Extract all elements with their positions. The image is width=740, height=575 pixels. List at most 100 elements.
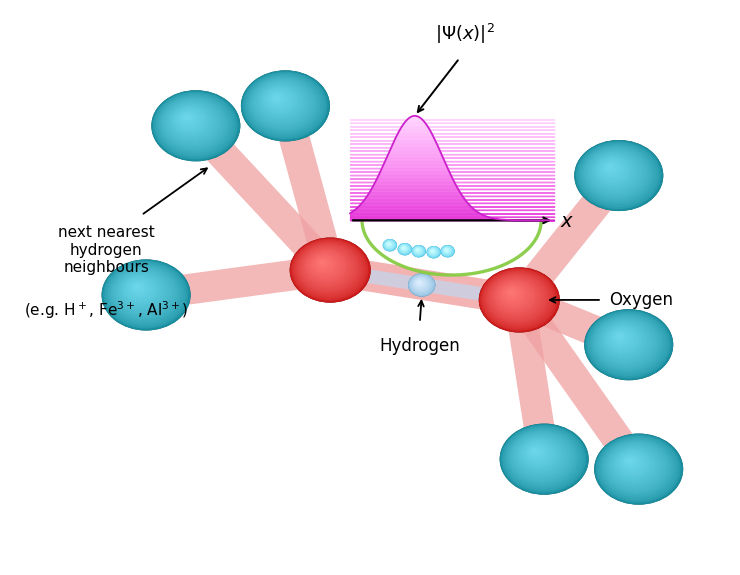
Ellipse shape [431,250,435,253]
Ellipse shape [595,156,631,185]
Ellipse shape [444,248,449,252]
Ellipse shape [386,242,393,248]
Ellipse shape [262,86,297,115]
Ellipse shape [585,310,673,380]
Ellipse shape [623,455,639,468]
Ellipse shape [307,251,343,280]
Ellipse shape [608,444,663,488]
Ellipse shape [502,285,524,303]
Ellipse shape [387,243,391,246]
Ellipse shape [516,436,564,474]
Ellipse shape [429,248,437,255]
Ellipse shape [403,247,404,248]
Text: next nearest
hydrogen
neighbours: next nearest hydrogen neighbours [58,225,155,275]
Ellipse shape [599,159,626,181]
Text: $|\Psi(x)|^2$: $|\Psi(x)|^2$ [434,22,494,46]
Ellipse shape [502,426,585,492]
Ellipse shape [612,447,656,482]
Ellipse shape [388,243,389,245]
Ellipse shape [130,282,147,294]
Ellipse shape [511,432,571,480]
Ellipse shape [517,438,561,472]
Ellipse shape [575,141,662,210]
Ellipse shape [495,280,535,312]
Ellipse shape [428,248,437,255]
Ellipse shape [592,154,636,189]
Ellipse shape [618,335,622,338]
Ellipse shape [158,95,230,153]
Ellipse shape [275,96,278,99]
Ellipse shape [608,166,611,169]
Ellipse shape [605,163,616,172]
Ellipse shape [171,105,210,137]
Ellipse shape [413,246,425,256]
Ellipse shape [290,238,370,302]
Ellipse shape [610,329,633,348]
Ellipse shape [306,250,346,282]
Ellipse shape [183,114,191,121]
Ellipse shape [414,247,423,255]
Ellipse shape [295,242,363,297]
Ellipse shape [411,276,431,293]
Ellipse shape [167,103,215,141]
Ellipse shape [399,244,411,254]
Ellipse shape [303,248,350,286]
Ellipse shape [427,247,440,258]
Ellipse shape [417,249,419,251]
Ellipse shape [408,274,434,296]
Ellipse shape [245,74,324,137]
Ellipse shape [263,87,295,113]
Ellipse shape [616,451,648,476]
Ellipse shape [416,248,420,252]
Ellipse shape [180,112,196,125]
Ellipse shape [414,278,426,289]
Ellipse shape [522,441,554,466]
Ellipse shape [431,250,435,254]
Ellipse shape [414,247,422,254]
Ellipse shape [619,453,644,472]
Ellipse shape [506,289,517,297]
Ellipse shape [596,318,656,366]
Ellipse shape [399,244,410,254]
Ellipse shape [503,286,522,301]
Ellipse shape [482,270,555,328]
Ellipse shape [508,290,515,296]
Ellipse shape [489,275,544,319]
Ellipse shape [486,274,548,323]
Ellipse shape [271,94,283,103]
Ellipse shape [155,93,235,156]
Ellipse shape [257,83,305,121]
Ellipse shape [575,141,662,210]
Ellipse shape [430,249,436,254]
Ellipse shape [400,244,410,254]
Ellipse shape [500,424,588,494]
Ellipse shape [385,241,394,249]
Ellipse shape [591,152,639,190]
Ellipse shape [118,272,166,310]
Ellipse shape [121,274,161,306]
Ellipse shape [272,95,280,101]
Text: (e.g. H$^+$, Fe$^{3+}$, Al$^{3+}$): (e.g. H$^+$, Fe$^{3+}$, Al$^{3+}$) [24,299,189,321]
Ellipse shape [252,79,312,127]
Ellipse shape [610,446,658,484]
Ellipse shape [615,450,651,478]
Ellipse shape [443,247,451,255]
Ellipse shape [497,281,533,310]
Ellipse shape [400,245,408,252]
Ellipse shape [586,149,645,197]
Ellipse shape [401,246,407,251]
Ellipse shape [248,76,320,133]
Ellipse shape [414,278,427,289]
Ellipse shape [411,277,431,292]
Ellipse shape [290,238,370,302]
Ellipse shape [416,280,423,286]
Ellipse shape [110,266,178,320]
Ellipse shape [588,150,643,194]
Ellipse shape [415,279,425,288]
Ellipse shape [413,247,424,255]
Ellipse shape [595,434,682,504]
Ellipse shape [412,277,429,291]
Ellipse shape [383,240,397,251]
Ellipse shape [417,249,418,251]
Ellipse shape [161,98,225,149]
